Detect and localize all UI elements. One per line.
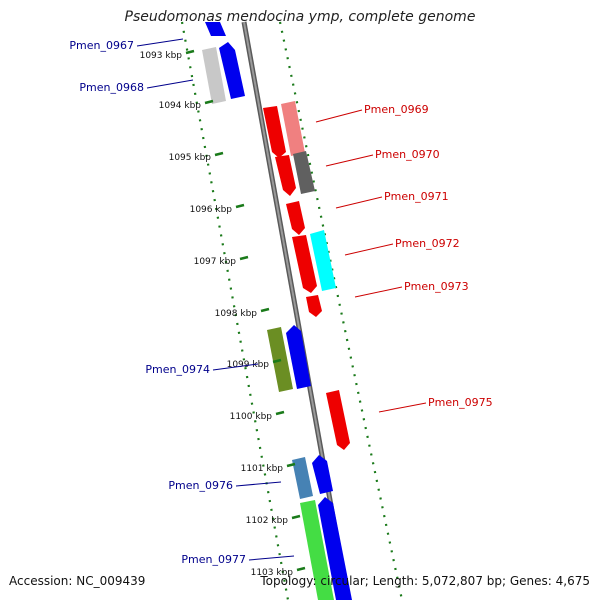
- label-leader-line: [378, 402, 427, 413]
- scale-tick-mark: [239, 255, 249, 261]
- scale-tick-mark: [275, 410, 285, 416]
- label-leader-line: [146, 79, 194, 89]
- scale-tick-mark: [204, 99, 214, 105]
- scale-tick-label: 1100 kbp: [230, 412, 273, 422]
- label-leader-line: [335, 196, 383, 209]
- scale-tick-label: 1094 kbp: [159, 101, 202, 111]
- gene-labels: Pmen_0967 Pmen_0968 Pmen_0974 Pmen_0976 Pmen…: [69, 38, 493, 566]
- label-leader-line: [354, 286, 403, 298]
- gene-pmen-0968-gray-box[interactable]: [202, 47, 226, 104]
- gene-pmen-0969-pink-box[interactable]: [281, 101, 305, 156]
- gene-label-reverse[interactable]: Pmen_0967: [69, 39, 134, 52]
- gene-pmen-0976-steelblue-box[interactable]: [292, 457, 313, 499]
- gene-pmen-0977-green-box[interactable]: [300, 500, 334, 600]
- gene-features: [202, 22, 352, 600]
- gene-pmen-0970-darkgray-box[interactable]: [293, 151, 315, 194]
- gene-pmen-0972-cyan-box[interactable]: [310, 230, 336, 291]
- scale-tick-label: 1102 kbp: [246, 516, 289, 526]
- label-leader-line: [315, 109, 363, 123]
- gene-label-forward[interactable]: Pmen_0973: [404, 280, 469, 293]
- gene-pmen-0973-red-arrow[interactable]: [306, 295, 322, 317]
- gene-label-forward[interactable]: Pmen_0975: [428, 396, 493, 409]
- gene-label-reverse[interactable]: Pmen_0977: [181, 553, 246, 566]
- label-leader-line: [325, 154, 374, 167]
- map-title: Pseudomonas mendocina ymp, complete geno…: [124, 9, 476, 25]
- scale-tick-mark: [260, 307, 270, 313]
- scale-tick-label: 1095 kbp: [169, 153, 212, 163]
- label-leader-line: [136, 38, 184, 47]
- scale-tick-mark: [185, 49, 195, 55]
- label-leader-line: [344, 243, 394, 256]
- scale-tick-mark: [296, 566, 306, 572]
- scale-tick-label: 1098 kbp: [215, 309, 258, 319]
- label-leader-line: [235, 481, 282, 487]
- gene-pmen-0972-red-arrow[interactable]: [292, 235, 317, 293]
- scale-tick-label: 1093 kbp: [140, 51, 183, 61]
- scale-tick-label: 1103 kbp: [251, 568, 294, 578]
- topology-label: Topology: circular; Length: 5,072,807 bp…: [260, 574, 590, 588]
- gene-pmen-0976-blue-arrow[interactable]: [312, 455, 333, 494]
- accession-label: Accession: NC_009439: [9, 574, 146, 588]
- label-leader-line: [212, 363, 259, 371]
- scale-tick-label: 1096 kbp: [190, 205, 233, 215]
- scale-tick-mark: [214, 151, 224, 157]
- gene-pmen-0967-blue-box[interactable]: [205, 22, 226, 36]
- scale-tick-mark: [235, 203, 245, 209]
- scale-tick-label: 1097 kbp: [194, 257, 237, 267]
- gene-pmen-0969-red-arrow[interactable]: [263, 106, 286, 158]
- gene-label-reverse[interactable]: Pmen_0974: [145, 363, 210, 376]
- gene-pmen-0968-blue-arrow[interactable]: [219, 42, 245, 99]
- gene-pmen-0974-blue-arrow[interactable]: [286, 325, 311, 389]
- gene-label-forward[interactable]: Pmen_0971: [384, 190, 449, 203]
- gene-pmen-0971-red-arrow[interactable]: [286, 201, 305, 235]
- gene-label-reverse[interactable]: Pmen_0976: [168, 479, 233, 492]
- gene-pmen-0970-red-arrow[interactable]: [275, 155, 296, 196]
- scale-tick-mark: [272, 358, 282, 364]
- gene-label-forward[interactable]: Pmen_0970: [375, 148, 440, 161]
- scale-tick-label: 1101 kbp: [241, 464, 284, 474]
- gene-label-forward[interactable]: Pmen_0972: [395, 237, 460, 250]
- scale-tick-mark: [291, 514, 301, 520]
- gene-pmen-0975-red-arrow[interactable]: [326, 390, 350, 450]
- gene-label-reverse[interactable]: Pmen_0968: [79, 81, 144, 94]
- gene-label-forward[interactable]: Pmen_0969: [364, 103, 429, 116]
- gene-pmen-0977-blue-arrow[interactable]: [318, 497, 352, 600]
- scale-tick-mark: [286, 462, 296, 468]
- label-leader-line: [248, 555, 295, 561]
